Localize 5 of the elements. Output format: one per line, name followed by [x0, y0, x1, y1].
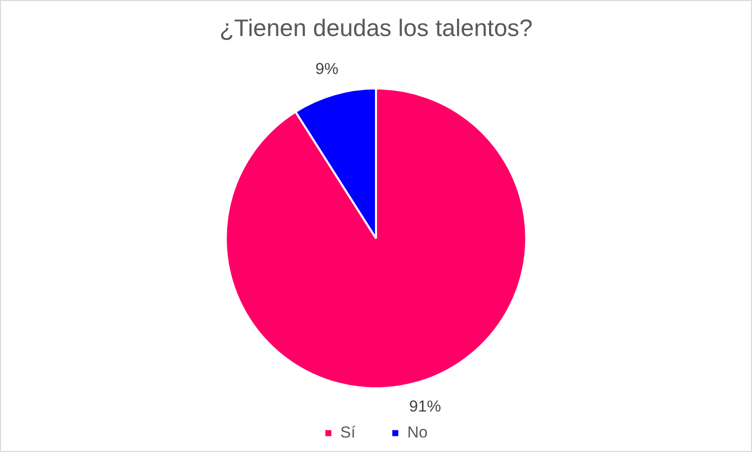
data-label: 91%: [409, 398, 442, 416]
chart-title: ¿Tienen deudas los talentos?: [219, 14, 533, 42]
data-label: 9%: [315, 60, 338, 78]
legend-label: Sí: [340, 424, 356, 442]
legend-label: No: [407, 424, 428, 442]
